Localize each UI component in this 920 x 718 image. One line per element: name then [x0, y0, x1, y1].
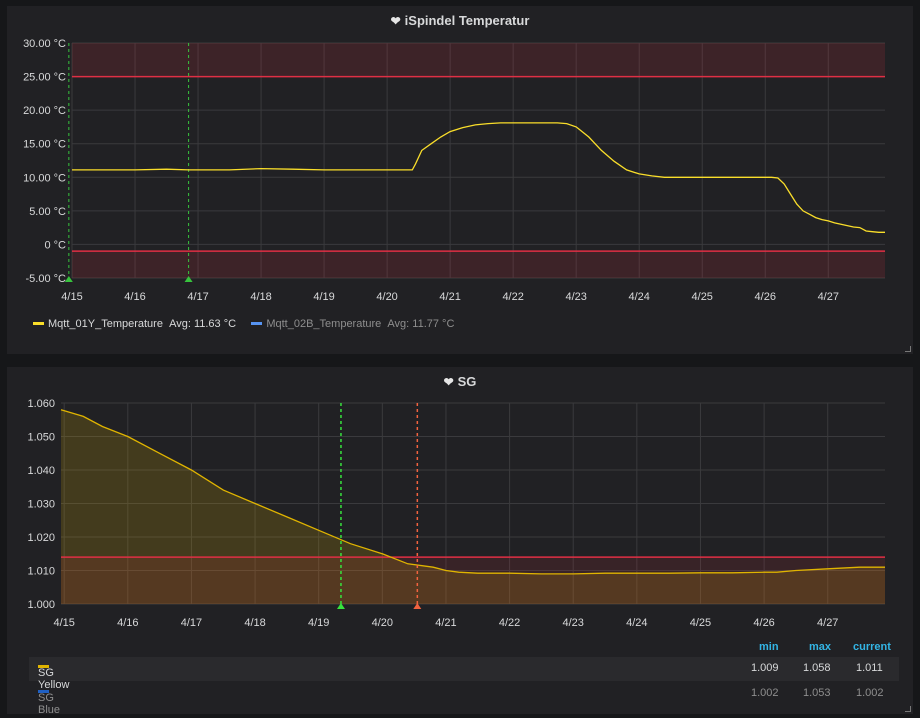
legend-item-blue[interactable]: Mqtt_02B_Temperature Avg: 11.77 °C [251, 318, 454, 330]
series-area-yellow [61, 409, 885, 604]
sg-panel: ❤ SG 4/15 4/16 4/17 4/18 4/19 4/20 4/21 4/22 4/23… [7, 367, 913, 716]
x-tick-label: 4/22 [499, 617, 520, 629]
y-tick-label: 1.020 [27, 532, 55, 544]
annotation-marker [413, 603, 422, 609]
heart-icon: ❤ [390, 14, 401, 28]
x-tick-label: 4/27 [817, 617, 838, 629]
sg-blue-max: 1.053 [803, 687, 831, 699]
y-tick-label: 1.060 [27, 398, 55, 410]
x-tick-label: 4/18 [244, 617, 265, 629]
legend-header-max[interactable]: max [809, 641, 832, 653]
sg-yellow-max: 1.058 [803, 662, 831, 674]
x-tick-label: 4/26 [755, 291, 776, 303]
y-tick-label: -5.00 °C [26, 273, 67, 285]
sg-blue-current: 1.002 [856, 687, 884, 699]
y-tick-label: 1.040 [27, 465, 55, 477]
x-tick-label: 4/25 [692, 291, 713, 303]
threshold-zone [61, 557, 885, 604]
legend-blue-name: Mqtt_02B_Temperature [266, 318, 382, 330]
sg-legend-row-yellow[interactable]: SG Yellow 1.009 1.058 1.011 [29, 657, 899, 691]
x-tick-label: 4/26 [753, 617, 774, 629]
x-tick-label: 4/24 [626, 617, 647, 629]
sg-panel-title[interactable]: ❤ SG [7, 374, 913, 389]
series-line-yellow [60, 409, 885, 575]
y-tick-label: 25.00 °C [23, 72, 66, 84]
y-tick-label: 30.00 °C [23, 38, 66, 50]
legend-yellow-name: Mqtt_01Y_Temperature [48, 318, 163, 330]
yellow-swatch-icon [38, 665, 49, 668]
annotation-marker [336, 603, 345, 609]
x-tick-label: 4/25 [690, 617, 711, 629]
sg-blue-name: SG Blue [38, 692, 61, 716]
resize-handle-icon[interactable] [905, 706, 911, 712]
x-tick-label: 4/20 [376, 291, 397, 303]
sg-yellow-name: SG Yellow [38, 667, 70, 691]
x-tick-label: 4/23 [563, 617, 584, 629]
y-tick-label: 1.050 [27, 432, 55, 444]
annotation-marker [184, 276, 193, 282]
x-tick-label: 4/27 [818, 291, 839, 303]
y-tick-label: 15.00 °C [23, 139, 66, 151]
resize-handle-icon[interactable] [905, 346, 911, 352]
sg-legend-header: min max current [29, 641, 899, 657]
legend-header-min[interactable]: min [759, 641, 779, 653]
x-tick-label: 4/16 [117, 617, 138, 629]
x-tick-label: 4/16 [124, 291, 145, 303]
legend-header-current[interactable]: current [853, 641, 891, 653]
blue-swatch-icon [38, 690, 49, 693]
threshold-zone-high [72, 43, 885, 77]
x-tick-label: 4/18 [250, 291, 271, 303]
x-tick-label: 4/21 [435, 617, 456, 629]
temperature-chart[interactable]: 4/15 4/16 4/17 4/18 4/19 4/20 4/21 4/22 4/23 4/24… [7, 6, 913, 354]
temperature-title-text: iSpindel Temperatur [404, 13, 530, 28]
yellow-swatch-icon [33, 321, 44, 325]
threshold-zone-low [72, 251, 885, 278]
legend-yellow-avg: Avg: 11.63 °C [169, 318, 237, 330]
sg-blue-min: 1.002 [751, 687, 779, 699]
legend-item-yellow[interactable]: Mqtt_01Y_Temperature Avg: 11.63 °C [33, 318, 236, 330]
x-tick-label: 4/19 [313, 291, 334, 303]
y-tick-label: 0 °C [44, 239, 66, 251]
y-tick-label: 1.030 [27, 499, 55, 511]
x-tick-label: 4/24 [628, 291, 649, 303]
sg-title-text: SG [457, 374, 477, 389]
x-tick-label: 4/20 [372, 617, 393, 629]
series-line-yellow [72, 122, 885, 233]
x-tick-label: 4/15 [53, 617, 74, 629]
x-tick-label: 4/19 [308, 617, 329, 629]
y-tick-label: 20.00 °C [23, 105, 66, 117]
heart-icon: ❤ [443, 375, 454, 389]
sg-chart[interactable]: 4/15 4/16 4/17 4/18 4/19 4/20 4/21 4/22 4/23 4/24… [7, 367, 913, 714]
blue-swatch-icon [251, 321, 263, 325]
x-tick-label: 4/23 [565, 291, 586, 303]
y-tick-label: 10.00 °C [23, 172, 66, 184]
annotation-marker [64, 276, 73, 282]
sg-yellow-current: 1.011 [856, 662, 883, 674]
sg-yellow-min: 1.009 [751, 662, 779, 674]
y-tick-label: 1.000 [27, 599, 55, 611]
temperature-panel: ❤ iSpindel Temperatur 4/15 4/16 4/17 4/18 4/1… [7, 6, 913, 354]
x-tick-label: 4/22 [502, 291, 523, 303]
x-tick-label: 4/21 [439, 291, 460, 303]
sg-legend-row-blue[interactable]: SG Blue 1.002 1.053 1.002 [29, 682, 899, 716]
y-tick-label: 5.00 °C [29, 206, 66, 218]
temperature-panel-title[interactable]: ❤ iSpindel Temperatur [7, 13, 913, 28]
x-tick-label: 4/17 [181, 617, 202, 629]
x-tick-label: 4/15 [61, 291, 82, 303]
x-tick-label: 4/17 [187, 291, 208, 303]
legend-blue-avg: Avg: 11.77 °C [387, 318, 455, 330]
temperature-legend: Mqtt_01Y_Temperature Avg: 11.63 °C Mqtt_… [33, 318, 454, 330]
y-tick-label: 1.010 [27, 566, 55, 578]
